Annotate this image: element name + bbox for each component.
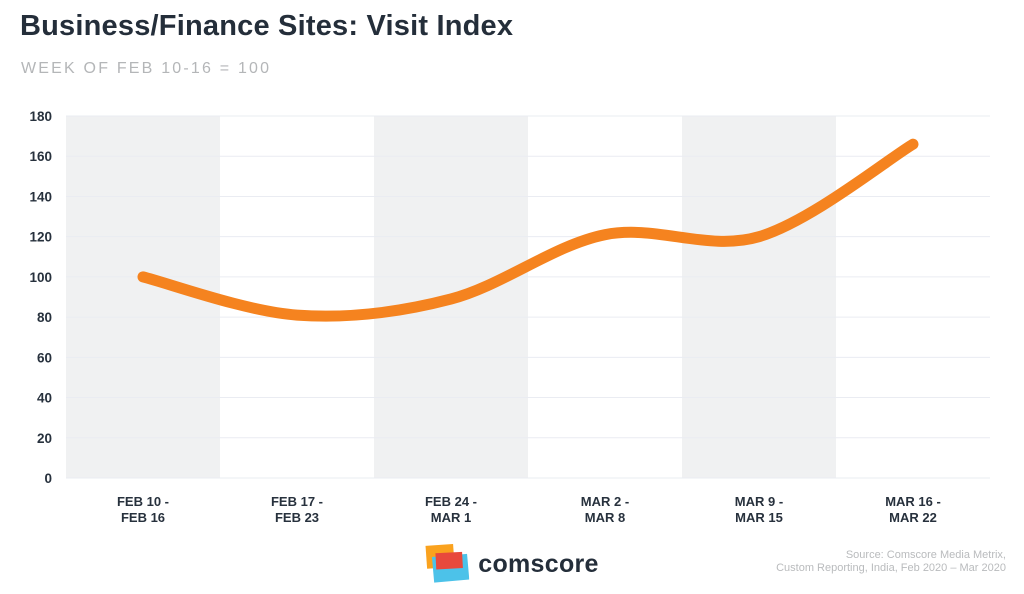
x-axis-tick-line: FEB 17 -	[271, 494, 323, 509]
x-axis-tick-label: FEB 24 -MAR 1	[425, 494, 477, 525]
x-axis-tick-label: MAR 9 -MAR 15	[735, 494, 783, 525]
x-axis-tick-label: FEB 10 -FEB 16	[117, 494, 169, 525]
chart-subtitle: WEEK OF FEB 10-16 = 100	[21, 60, 272, 77]
x-axis-tick-label: MAR 16 -MAR 22	[885, 494, 941, 525]
y-axis-tick-label: 0	[44, 471, 52, 486]
y-axis-tick-label: 120	[29, 230, 52, 245]
y-axis-tick-label: 40	[37, 391, 52, 406]
source-line-1: Source: Comscore Media Metrix,	[845, 549, 1006, 561]
x-axis-tick-line: FEB 23	[275, 510, 319, 525]
plot-band	[682, 116, 836, 478]
x-axis-tick-line: FEB 10 -	[117, 494, 169, 509]
x-axis-tick-line: MAR 9 -	[735, 494, 783, 509]
x-axis-tick-label: FEB 17 -FEB 23	[271, 494, 323, 525]
source-note: Source: Comscore Media Metrix, Custom Re…	[776, 549, 1006, 575]
comscore-logo-icon	[425, 544, 470, 583]
y-axis-tick-label: 140	[29, 189, 52, 204]
source-line-2: Custom Reporting, India, Feb 2020 – Mar …	[776, 562, 1006, 574]
x-axis-tick-line: MAR 16 -	[885, 494, 941, 509]
comscore-brand: comscore	[425, 544, 599, 584]
chart-title: Business/Finance Sites: Visit Index	[20, 10, 514, 42]
x-axis-tick-line: MAR 1	[431, 510, 471, 525]
comscore-wordmark: comscore	[478, 549, 599, 578]
y-axis-tick-label: 20	[37, 431, 52, 446]
x-axis-tick-line: FEB 24 -	[425, 494, 477, 509]
x-axis-tick-label: MAR 2 -MAR 8	[581, 494, 629, 525]
visit-index-line	[137, 138, 919, 322]
y-axis-tick-label: 160	[29, 149, 52, 164]
y-axis-tick-label: 100	[29, 270, 52, 285]
logo-red-rect	[435, 551, 463, 570]
y-axis-tick-label: 60	[37, 350, 52, 365]
x-axis-tick-line: MAR 8	[585, 510, 625, 525]
x-axis-tick-line: MAR 22	[889, 510, 937, 525]
y-axis-tick-label: 180	[29, 109, 52, 124]
x-axis-tick-line: FEB 16	[121, 510, 165, 525]
x-axis-tick-line: MAR 2 -	[581, 494, 629, 509]
x-axis-tick-line: MAR 15	[735, 510, 783, 525]
y-axis-tick-label: 80	[37, 310, 52, 325]
